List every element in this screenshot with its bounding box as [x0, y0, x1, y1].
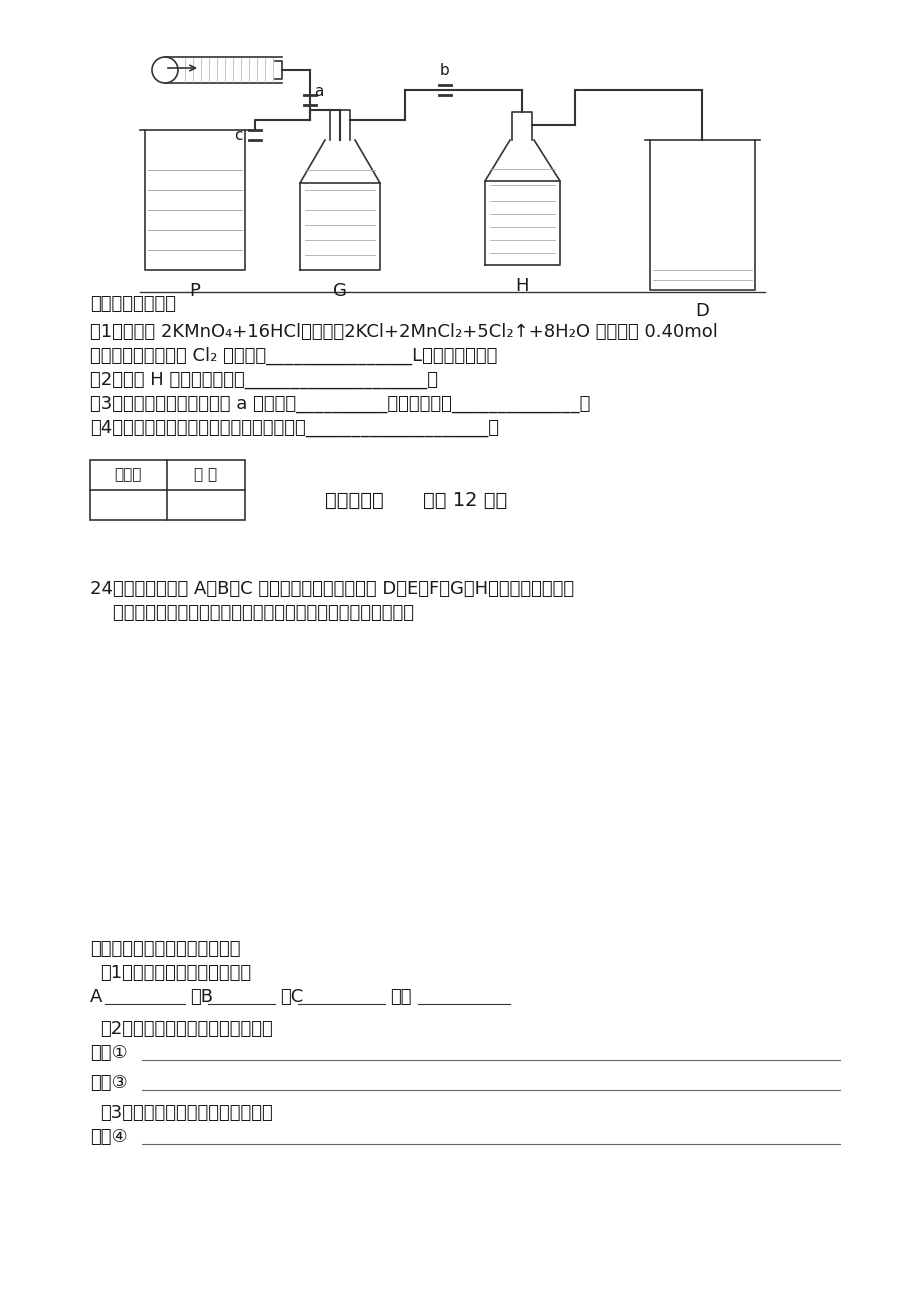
Text: （共 12 分）: （共 12 分） [423, 491, 506, 509]
Text: 请根据以上信息回答下列问题：: 请根据以上信息回答下列问题： [90, 940, 240, 958]
Text: H: H [515, 277, 528, 296]
Text: （1）写出下列物质的化学式：: （1）写出下列物质的化学式： [100, 963, 251, 982]
Text: b: b [439, 62, 449, 78]
Text: ，C: ，C [279, 988, 303, 1006]
Text: a: a [313, 85, 323, 99]
Text: 评卷人: 评卷人 [114, 467, 142, 483]
Text: （3）写出下列反应的离子方程式：: （3）写出下列反应的离子方程式： [100, 1104, 272, 1122]
Text: 反应④: 反应④ [90, 1128, 128, 1146]
Text: 电子转移时，生成的 Cl₂ 的体积为________________L（标准状况下）: 电子转移时，生成的 Cl₂ 的体积为________________L（标准状况… [90, 348, 497, 366]
Text: 得 分: 得 分 [194, 467, 217, 483]
Text: A: A [90, 988, 102, 1006]
Text: （3）尾气处理时关闭弹簧夹 a 和弹簧夹__________，打开弹簧夹______________。: （3）尾气处理时关闭弹簧夹 a 和弹簧夹__________，打开弹簧夹____… [90, 395, 590, 413]
Text: （1）在反应 2KMnO₄+16HCl（浓）＝2KCl+2MnCl₂+5Cl₂↑+8H₂O 中，当有 0.40mol: （1）在反应 2KMnO₄+16HCl（浓）＝2KCl+2MnCl₂+5Cl₂↑… [90, 323, 717, 341]
Text: P: P [189, 283, 200, 299]
Text: D: D [695, 302, 709, 320]
Text: 试回答下列问题：: 试回答下列问题： [90, 296, 176, 312]
Text: 如下反应（图中有些反应的产物和反应的条件没有全部标出）。: 如下反应（图中有些反应的产物和反应的条件没有全部标出）。 [90, 604, 414, 622]
Bar [90, 460, 244, 519]
Text: （2）装置 H 中盛放的试剂是____________________。: （2）装置 H 中盛放的试剂是____________________。 [90, 371, 437, 389]
Text: 反应③: 反应③ [90, 1074, 128, 1092]
Text: ，B: ，B [190, 988, 213, 1006]
Text: （4）处理尾气时，发生反应的离子方程式为____________________。: （4）处理尾气时，发生反应的离子方程式为____________________… [90, 419, 498, 437]
Text: ，乙: ，乙 [390, 988, 411, 1006]
Text: 四、推断题: 四、推断题 [324, 491, 383, 509]
Text: G: G [333, 283, 346, 299]
Text: 24、现有金属单质 A、B、C 和气体甲、乙、丙及物质 D、E、F、G、H，它们之间能发生: 24、现有金属单质 A、B、C 和气体甲、乙、丙及物质 D、E、F、G、H，它们… [90, 579, 573, 598]
Text: c: c [234, 128, 243, 142]
Text: （2）写出下列反应的化学方程式：: （2）写出下列反应的化学方程式： [100, 1019, 272, 1038]
Text: 反应①: 反应① [90, 1044, 128, 1062]
